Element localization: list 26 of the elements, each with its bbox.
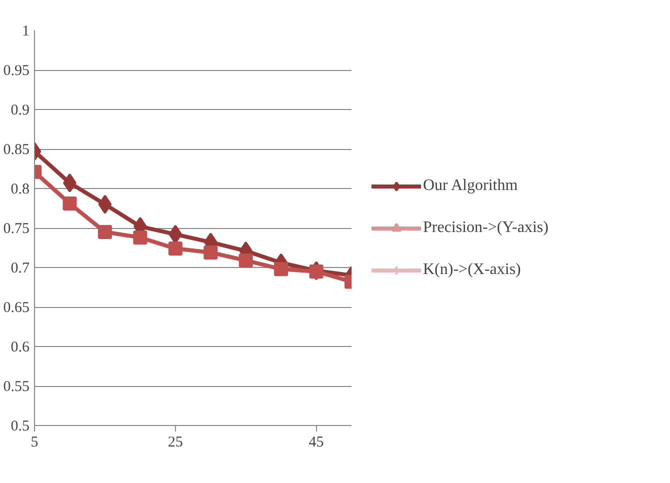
point <box>98 224 112 239</box>
y-tick-label: 0.5 <box>10 418 30 434</box>
legend-label: Precision->(Y-axis) <box>423 218 548 236</box>
y-tick-label: 0.7 <box>10 260 30 276</box>
y-tick-label: 0.9 <box>10 102 30 118</box>
y-tick-label: 1 <box>22 24 30 40</box>
y-tick-label: 0.85 <box>3 142 30 158</box>
y-tick-label: 0.65 <box>3 300 30 316</box>
x-tick-label: 5 <box>30 434 38 450</box>
y-tick-label: 0.55 <box>3 379 30 395</box>
point <box>98 194 112 214</box>
y-tick-label: 0.6 <box>10 340 30 356</box>
legend-label: K(n)->(X-axis) <box>423 260 521 278</box>
point <box>274 262 288 276</box>
legend-label: Our Algorithm <box>423 176 518 194</box>
y-tick-label: 0.95 <box>3 63 30 79</box>
y-tick-label: 0.75 <box>3 221 30 237</box>
point <box>309 264 324 278</box>
x-tick-label: 45 <box>308 434 324 450</box>
point <box>62 196 77 211</box>
point <box>204 245 218 260</box>
x-tick-label: 25 <box>168 434 183 450</box>
point <box>238 253 253 268</box>
point <box>168 242 182 256</box>
y-tick-label: 0.8 <box>10 182 30 198</box>
point <box>133 230 148 244</box>
